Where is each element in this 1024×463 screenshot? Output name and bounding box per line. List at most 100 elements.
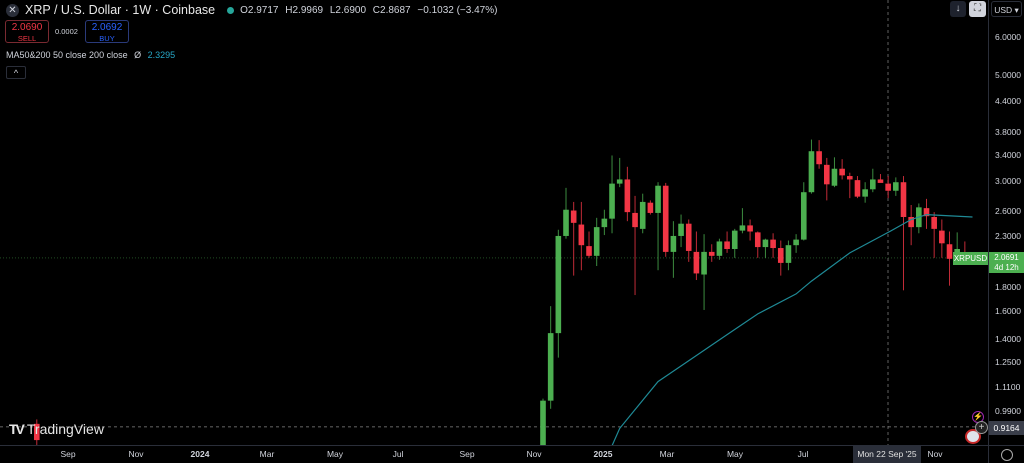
candle-body xyxy=(685,223,692,251)
symbol-header: ✕ XRP / U.S. Dollar · 1W · Coinbase O2.9… xyxy=(6,3,501,17)
fullscreen-icon: ⛶ xyxy=(974,3,981,14)
candle-body xyxy=(800,192,807,240)
candle-body xyxy=(854,180,861,197)
candle-body xyxy=(670,235,677,252)
candle-body xyxy=(762,239,769,248)
candle xyxy=(885,176,891,199)
candle-body xyxy=(586,246,592,256)
scroll-to-latest-button[interactable]: ↓ xyxy=(950,1,966,17)
price-label: 1.4000 xyxy=(995,333,1021,344)
price-label: 3.0000 xyxy=(995,175,1021,186)
currency-dropdown[interactable]: USD ▾ xyxy=(991,1,1022,17)
high-value: H2.9969 xyxy=(285,4,324,16)
candle xyxy=(747,219,753,241)
symbol-price-tag: XRPUSD xyxy=(953,252,988,265)
candle xyxy=(900,176,907,291)
add-alert-plus-icon[interactable]: + xyxy=(975,421,988,434)
tradingview-logo[interactable]: TV TradingView xyxy=(9,421,104,437)
brand-name: TradingView xyxy=(26,421,104,437)
candle xyxy=(693,231,700,281)
candle-body xyxy=(770,239,776,249)
candle-body xyxy=(739,225,746,231)
price-label: 6.0000 xyxy=(995,32,1021,42)
candle-body xyxy=(639,201,646,229)
candle xyxy=(555,229,562,358)
candle-body xyxy=(724,241,730,249)
time-label: Nov xyxy=(927,449,943,459)
candle xyxy=(616,157,623,188)
settings-gear-icon[interactable] xyxy=(1001,449,1013,461)
candle-body xyxy=(555,235,562,334)
time-label: Jul xyxy=(392,449,404,459)
candle-body xyxy=(540,400,546,445)
price-chart[interactable] xyxy=(0,0,988,445)
candle xyxy=(923,198,930,229)
candle xyxy=(946,231,953,286)
collapse-legend-button[interactable]: ^ xyxy=(6,66,26,79)
price-axis-border xyxy=(988,0,989,463)
candle-body xyxy=(616,179,623,184)
symbol-title[interactable]: XRP / U.S. Dollar · 1W · Coinbase xyxy=(25,3,216,17)
sell-button[interactable]: 2.0690 SELL xyxy=(5,20,49,43)
candle-body xyxy=(754,232,761,248)
ohlc-values: O2.9717 H2.9969 L2.6900 C2.8687 −0.1032 … xyxy=(240,5,501,16)
close-icon[interactable]: ✕ xyxy=(6,3,19,17)
tradingview-logo-icon: TV xyxy=(9,421,25,437)
price-label: 1.8000 xyxy=(995,281,1021,292)
price-label: 1.1100 xyxy=(995,382,1021,393)
candle xyxy=(639,193,646,234)
candle xyxy=(877,174,884,183)
change-value: −0.1032 (−3.47%) xyxy=(417,4,498,16)
candle-body xyxy=(900,182,907,218)
candle xyxy=(893,177,899,196)
candle xyxy=(862,182,868,203)
time-axis-border xyxy=(0,445,1024,446)
candle xyxy=(632,195,638,296)
close-value: C2.8687 xyxy=(372,4,411,16)
candle-body xyxy=(862,189,868,197)
candle-body xyxy=(708,251,715,256)
trade-panel: 2.0690 SELL 0.0002 2.0692 BUY xyxy=(5,20,129,43)
open-value: O2.9717 xyxy=(240,4,279,16)
candle-body xyxy=(931,217,937,229)
crosshair-price-label: 0.9164 xyxy=(989,421,1024,435)
candle-body xyxy=(877,179,884,183)
candle-body xyxy=(655,185,661,213)
candle xyxy=(808,139,815,194)
candle xyxy=(624,166,631,222)
candle-body xyxy=(823,164,830,185)
time-label: Sep xyxy=(60,449,76,459)
arrow-down-icon: ↓ xyxy=(955,3,961,14)
buy-button[interactable]: 2.0692 BUY xyxy=(85,20,129,43)
indicator-symbol: Ø xyxy=(134,50,142,60)
candle xyxy=(586,231,592,258)
candle-body xyxy=(570,210,577,223)
fullscreen-button[interactable]: ⛶ xyxy=(969,1,986,17)
candle-body xyxy=(831,168,838,186)
indicator-value: 2.3295 xyxy=(147,50,176,60)
candle xyxy=(870,168,876,193)
candle-body xyxy=(647,202,654,213)
candle xyxy=(593,217,600,267)
candle-body xyxy=(893,182,899,191)
candle-body xyxy=(785,245,792,263)
time-label: Mar xyxy=(259,449,275,459)
candle xyxy=(777,240,784,276)
indicator-legend[interactable]: MA50&200 50 close 200 close Ø 2.3295 xyxy=(6,50,175,60)
candle xyxy=(854,176,861,199)
candle xyxy=(570,201,577,276)
buy-label: BUY xyxy=(99,34,115,43)
candle-body xyxy=(578,224,585,246)
time-label: Sep xyxy=(459,449,475,459)
candle-body xyxy=(747,225,753,232)
time-label: Nov xyxy=(526,449,542,459)
time-label: Nov xyxy=(128,449,144,459)
sell-label: SELL xyxy=(17,34,37,43)
candle xyxy=(908,205,914,246)
candle-body xyxy=(609,183,615,219)
candle xyxy=(754,231,761,258)
candle-body xyxy=(547,333,554,401)
candle-body xyxy=(624,179,631,213)
candle-body xyxy=(839,168,845,176)
candle-body xyxy=(593,227,600,256)
